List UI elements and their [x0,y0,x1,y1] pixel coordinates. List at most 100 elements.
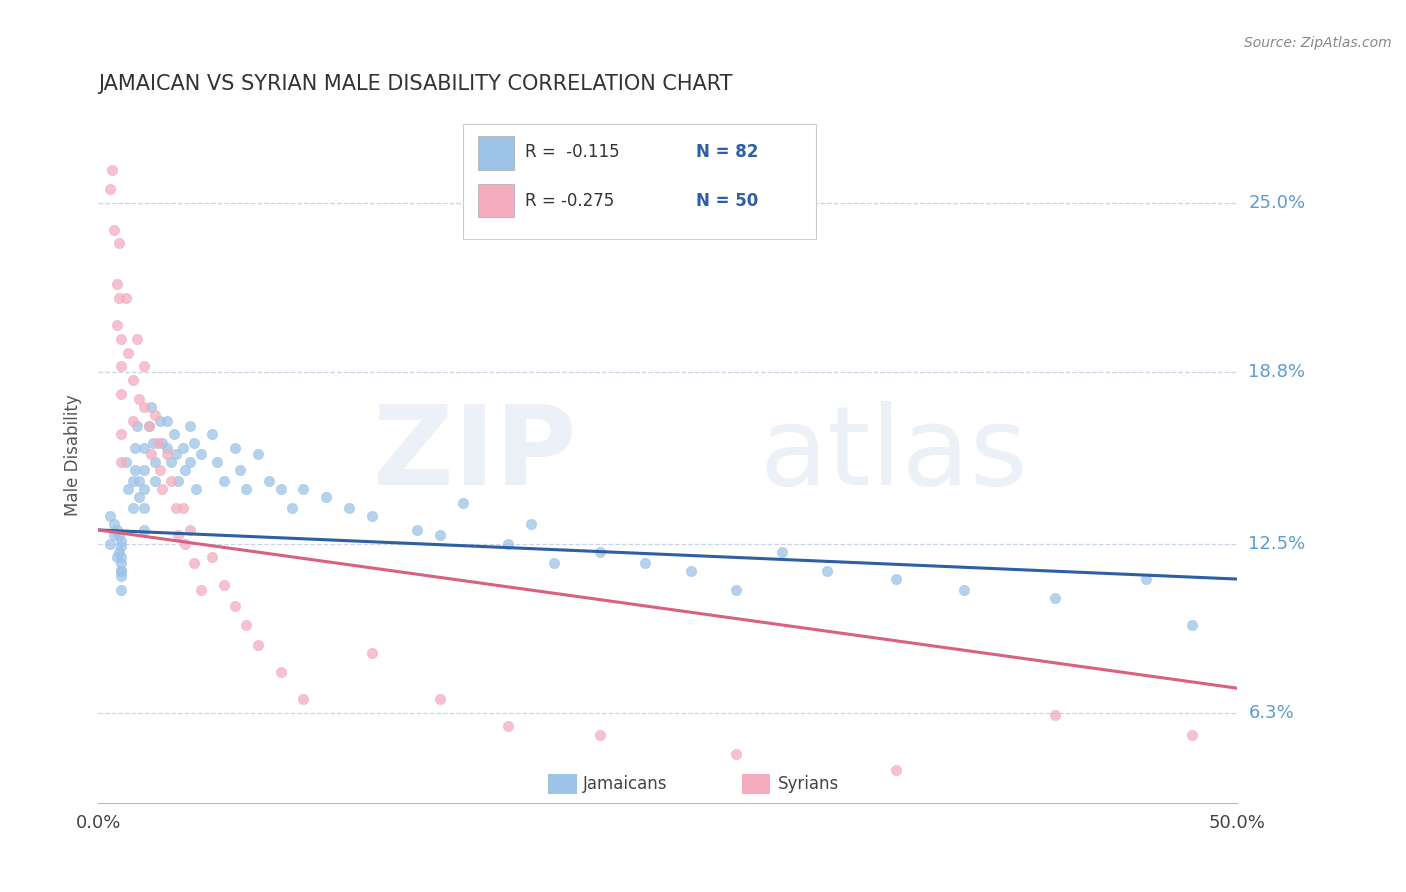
Text: N = 50: N = 50 [696,192,759,210]
Point [110,455,132,469]
Point [406,523,429,537]
FancyBboxPatch shape [742,773,770,795]
Point [110,386,132,401]
Point [588,545,610,559]
Point [498,719,520,733]
Point [132,359,155,374]
Text: 25.0%: 25.0% [1249,194,1306,211]
Point [145,455,167,469]
Point [201,550,224,565]
Point [145,474,167,488]
Point [186,482,208,496]
Point [121,501,143,516]
Point [110,427,132,442]
Text: atlas: atlas [759,401,1028,508]
Point [270,482,292,496]
Point [174,463,197,477]
Point [498,536,520,550]
Point [1135,572,1157,586]
FancyBboxPatch shape [478,136,515,169]
Point [259,474,281,488]
Point [884,763,907,777]
Point [520,517,543,532]
Point [360,509,382,524]
Point [132,482,155,496]
Point [103,517,125,532]
Text: ZIP: ZIP [374,401,576,508]
Point [429,528,451,542]
Point [953,582,976,597]
Point [212,577,235,591]
Point [132,523,155,537]
Point [174,536,197,550]
Point [108,291,131,305]
Point [128,490,150,504]
Point [127,332,149,346]
Point [190,446,212,460]
Text: Jamaicans: Jamaicans [582,775,666,793]
Point [98,182,121,196]
Point [132,400,155,414]
Point [228,463,250,477]
Point [142,435,165,450]
Point [246,446,269,460]
Point [110,539,132,553]
Point [138,419,160,434]
Point [139,446,162,460]
Point [132,463,155,477]
Point [110,556,132,570]
Point [884,572,907,586]
Point [179,523,201,537]
Point [117,482,139,496]
Point [110,569,132,583]
Point [149,414,172,428]
Point [128,474,150,488]
Point [117,345,139,359]
Point [108,545,131,559]
Point [132,501,155,516]
Point [160,474,183,488]
Point [815,564,838,578]
Point [165,446,187,460]
Point [98,536,121,550]
Point [149,463,172,477]
Point [128,392,150,406]
Point [1043,591,1066,606]
Point [146,435,169,450]
Text: R =  -0.115: R = -0.115 [526,144,620,161]
Text: 6.3%: 6.3% [1249,704,1294,722]
Point [110,359,132,374]
Point [156,441,179,455]
Point [132,441,155,455]
Point [139,400,162,414]
Point [110,564,132,578]
Text: N = 82: N = 82 [696,144,759,161]
FancyBboxPatch shape [463,124,815,239]
Point [1043,708,1066,723]
Text: JAMAICAN VS SYRIAN MALE DISABILITY CORRELATION CHART: JAMAICAN VS SYRIAN MALE DISABILITY CORRE… [98,74,733,95]
Point [1181,728,1204,742]
Point [205,455,228,469]
Point [110,582,132,597]
Text: 12.5%: 12.5% [1249,534,1306,553]
Point [108,236,131,251]
Point [156,446,179,460]
Point [103,223,125,237]
Point [165,501,187,516]
Point [172,441,194,455]
Point [172,501,194,516]
Point [98,509,121,524]
Point [145,409,167,423]
FancyBboxPatch shape [548,773,576,795]
Point [212,474,235,488]
Point [162,427,184,442]
Point [1181,618,1204,632]
Point [270,665,292,679]
Point [160,455,183,469]
Point [224,599,246,614]
Point [429,692,451,706]
Point [235,482,257,496]
Point [138,419,160,434]
Point [124,463,146,477]
Text: Source: ZipAtlas.com: Source: ZipAtlas.com [1244,36,1392,50]
